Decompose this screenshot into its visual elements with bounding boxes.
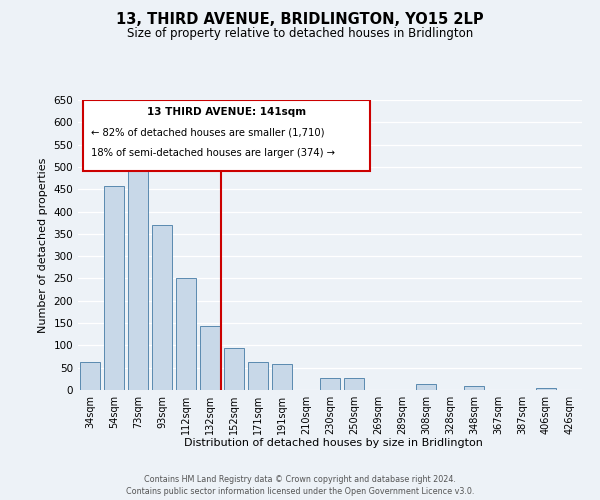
Bar — [80, 362, 100, 390]
Bar — [248, 362, 268, 390]
Bar — [416, 384, 436, 390]
Bar — [272, 364, 292, 390]
Bar — [104, 186, 124, 390]
Bar — [464, 386, 484, 390]
Text: Size of property relative to detached houses in Bridlington: Size of property relative to detached ho… — [127, 28, 473, 40]
Bar — [536, 388, 556, 390]
Text: 18% of semi-detached houses are larger (374) →: 18% of semi-detached houses are larger (… — [91, 148, 335, 158]
Text: ← 82% of detached houses are smaller (1,710): ← 82% of detached houses are smaller (1,… — [91, 128, 324, 138]
Bar — [320, 378, 340, 390]
Text: 13 THIRD AVENUE: 141sqm: 13 THIRD AVENUE: 141sqm — [147, 108, 306, 118]
Bar — [224, 348, 244, 390]
Text: Contains public sector information licensed under the Open Government Licence v3: Contains public sector information licen… — [126, 486, 474, 496]
Bar — [152, 225, 172, 390]
Bar — [344, 378, 364, 390]
Text: Distribution of detached houses by size in Bridlington: Distribution of detached houses by size … — [184, 438, 482, 448]
FancyBboxPatch shape — [83, 100, 370, 171]
Bar — [176, 278, 196, 390]
Text: Contains HM Land Registry data © Crown copyright and database right 2024.: Contains HM Land Registry data © Crown c… — [144, 474, 456, 484]
Bar — [200, 326, 220, 390]
Y-axis label: Number of detached properties: Number of detached properties — [38, 158, 48, 332]
Text: 13, THIRD AVENUE, BRIDLINGTON, YO15 2LP: 13, THIRD AVENUE, BRIDLINGTON, YO15 2LP — [116, 12, 484, 28]
Bar — [128, 158, 148, 390]
